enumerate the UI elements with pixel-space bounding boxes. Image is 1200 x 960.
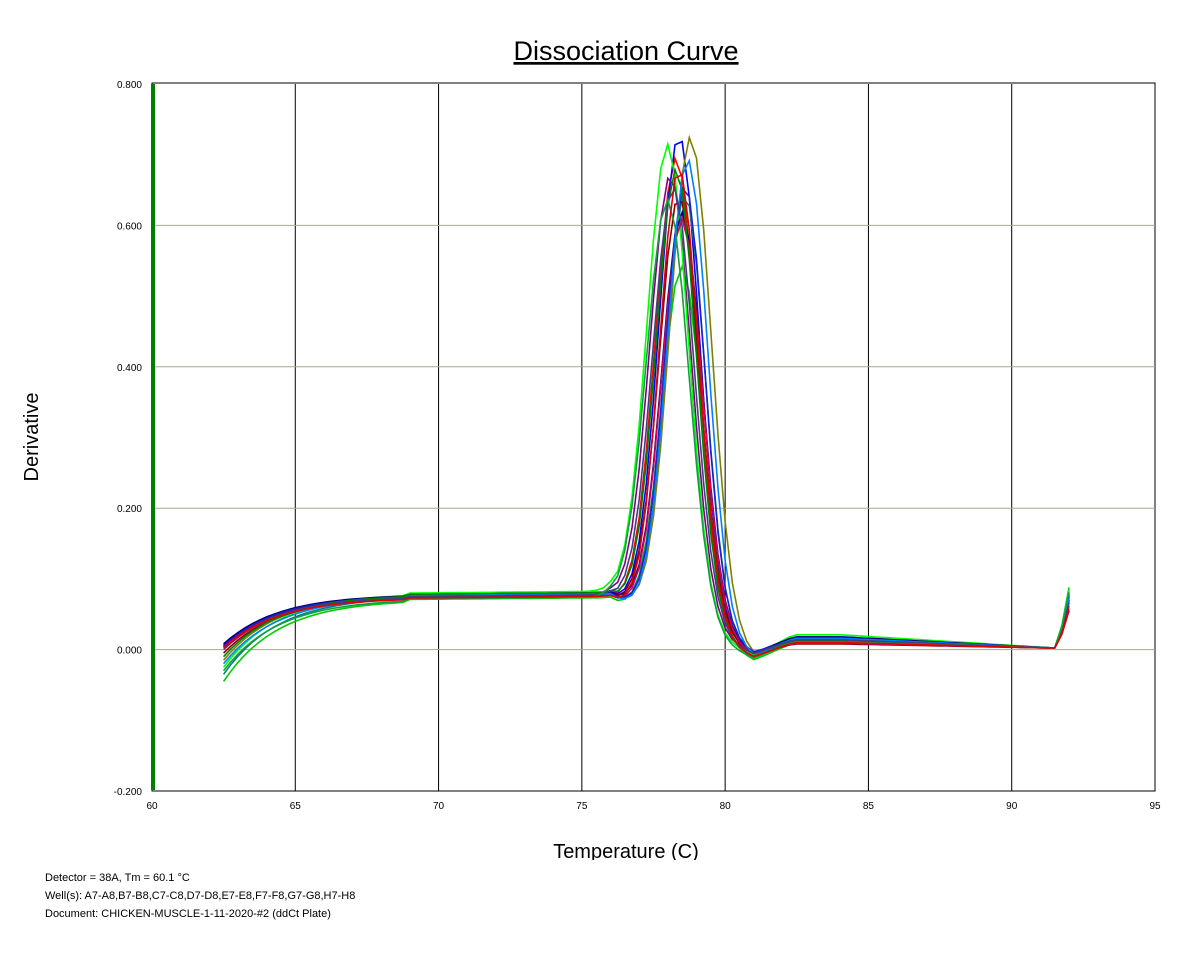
series-line-14: [223, 186, 1070, 655]
y-tick-label: 0.800: [117, 80, 142, 91]
y-tick-label: 0.200: [117, 504, 142, 515]
y-tick-label: 0.400: [117, 363, 142, 374]
x-tick-label: 90: [1006, 801, 1018, 812]
x-tick-label: 80: [720, 801, 732, 812]
series-line-16: [223, 173, 1070, 658]
document-info: Document: CHICKEN-MUSCLE-1-11-2020-#2 (d…: [45, 908, 331, 920]
detector-info: Detector = 38A, Tm = 60.1 °C: [45, 872, 190, 884]
y-tick-label: 0.000: [117, 646, 142, 657]
y-tick-label: -0.200: [114, 787, 143, 798]
x-tick-labels: 60 65 70 75 80 85 90 95: [146, 801, 1161, 812]
y-axis-label: Derivative: [21, 393, 43, 482]
wells-info: Well(s): A7-A8,B7-B8,C7-C8,D7-D8,E7-E8,F…: [45, 890, 356, 902]
x-tick-label: 95: [1149, 801, 1161, 812]
x-tick-label: 60: [146, 801, 158, 812]
plot-area: [151, 82, 1156, 792]
x-axis-label: Temperature (C): [553, 841, 699, 860]
x-tick-label: 85: [863, 801, 875, 812]
x-tick-label: 65: [290, 801, 302, 812]
chart-title: Dissociation Curve: [513, 36, 738, 66]
x-tick-label: 70: [433, 801, 445, 812]
x-tick-label: 75: [576, 801, 588, 812]
y-tick-label: 0.600: [117, 221, 142, 232]
dissociation-chart: Dissociation Curve 60 65 70 75 80 85 90 95 -0.2…: [21, 36, 1161, 860]
y-tick-labels: -0.200 0.000 0.200 0.400 0.600 0.800: [114, 80, 143, 798]
series-layer: [222, 134, 1070, 682]
